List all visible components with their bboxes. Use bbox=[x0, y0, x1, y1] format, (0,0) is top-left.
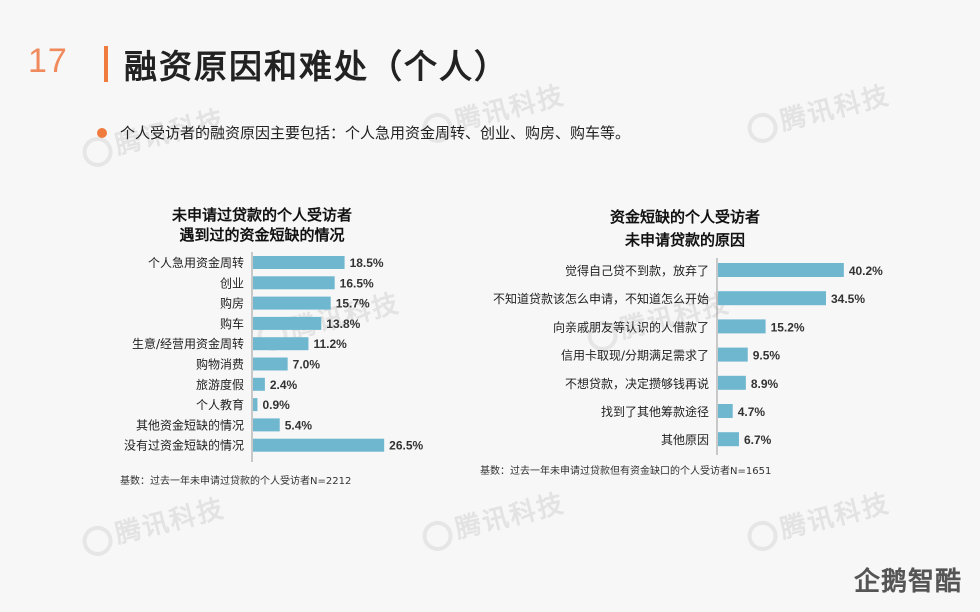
category-label: 旅游度假 bbox=[196, 377, 244, 392]
data-label: 26.5% bbox=[389, 439, 423, 453]
bar bbox=[253, 276, 335, 290]
data-label: 7.0% bbox=[293, 358, 321, 372]
category-label: 购车 bbox=[220, 316, 244, 331]
chart-title-line: 未申请贷款的原因 bbox=[624, 231, 745, 249]
bar bbox=[718, 375, 746, 390]
bar bbox=[253, 357, 288, 371]
data-label: 0.9% bbox=[262, 398, 290, 412]
category-label: 觉得自己贷不到款，放弃了 bbox=[565, 263, 709, 278]
category-label: 其他资金短缺的情况 bbox=[136, 417, 244, 432]
data-label: 15.2% bbox=[771, 320, 805, 334]
bar bbox=[253, 377, 265, 391]
chart-title-line: 资金短缺的个人受访者 bbox=[610, 208, 760, 226]
category-label: 购房 bbox=[220, 296, 244, 311]
title-accent-bar bbox=[104, 46, 108, 82]
page-title: 融资原因和难处（个人） bbox=[124, 47, 509, 86]
category-label: 个人教育 bbox=[196, 397, 244, 412]
bar bbox=[253, 337, 309, 351]
chart-title-line: 遇到过的资金短缺的情况 bbox=[179, 226, 344, 244]
bar bbox=[253, 398, 258, 412]
chart-footnote: 基数：过去一年未申请过贷款的个人受访者N=2212 bbox=[120, 474, 351, 487]
chart-footnote: 基数：过去一年未申请过贷款但有资金缺口的个人受访者N=1651 bbox=[480, 464, 771, 477]
bar bbox=[253, 256, 345, 269]
data-label: 40.2% bbox=[849, 264, 883, 278]
bar bbox=[718, 432, 739, 447]
category-label: 没有过资金短缺的情况 bbox=[124, 438, 244, 453]
category-label: 不想贷款，决定攒够钱再说 bbox=[565, 376, 709, 391]
bar bbox=[718, 319, 766, 334]
bar bbox=[718, 263, 844, 277]
data-label: 4.7% bbox=[738, 405, 766, 419]
data-label: 5.4% bbox=[285, 418, 313, 432]
subtitle: 个人受访者的融资原因主要包括：个人急用资金周转、创业、购房、购车等。 bbox=[120, 124, 631, 142]
category-label: 信用卡取现/分期满足需求了 bbox=[561, 349, 709, 363]
data-label: 9.5% bbox=[753, 349, 781, 363]
category-label: 找到了其他筹款途径 bbox=[601, 404, 709, 419]
bar bbox=[718, 404, 733, 418]
page-number: 17 bbox=[28, 42, 68, 80]
data-label: 11.2% bbox=[313, 337, 347, 351]
bar bbox=[718, 347, 748, 362]
data-label: 8.9% bbox=[751, 377, 779, 391]
chart-title-line: 未申请过贷款的个人受访者 bbox=[171, 206, 352, 224]
data-label: 2.4% bbox=[270, 378, 298, 392]
data-label: 34.5% bbox=[831, 292, 865, 306]
bar bbox=[253, 438, 385, 452]
category-label: 向亲戚朋友等认识的人借款了 bbox=[553, 319, 709, 334]
category-label: 不知道贷款该怎么申请，不知道怎么开始 bbox=[493, 291, 709, 306]
logo: 企鹅智酷 bbox=[853, 567, 962, 597]
category-label: 购物消费 bbox=[196, 357, 244, 372]
data-label: 15.7% bbox=[336, 297, 370, 311]
bar bbox=[253, 316, 322, 330]
bar bbox=[718, 291, 826, 306]
bar bbox=[253, 296, 331, 310]
data-label: 16.5% bbox=[340, 276, 374, 290]
data-label: 6.7% bbox=[744, 433, 772, 447]
category-label: 其他原因 bbox=[661, 433, 709, 447]
category-label: 生意/经营用资金周转 bbox=[132, 336, 244, 351]
data-label: 18.5% bbox=[350, 256, 384, 270]
category-label: 个人急用资金周转 bbox=[148, 255, 244, 270]
data-label: 13.8% bbox=[326, 317, 360, 331]
bar bbox=[253, 418, 280, 432]
bullet-dot bbox=[97, 128, 107, 138]
category-label: 创业 bbox=[220, 276, 244, 290]
